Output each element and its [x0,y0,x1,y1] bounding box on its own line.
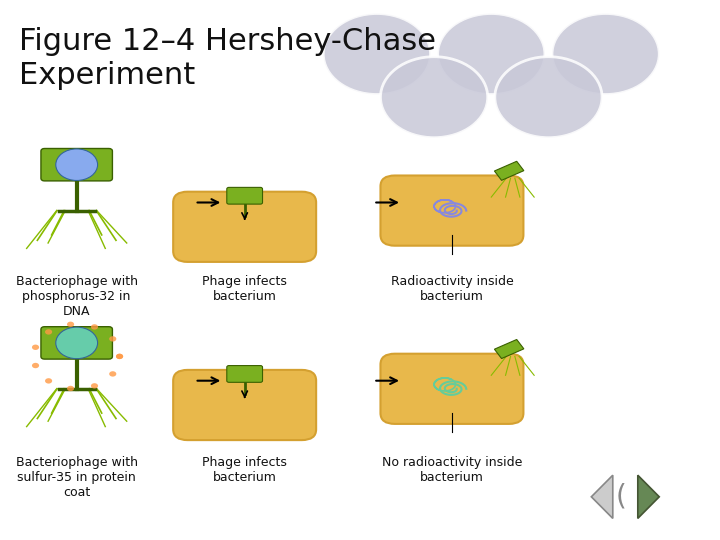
Circle shape [91,383,98,389]
Text: Radioactivity inside
bacterium: Radioactivity inside bacterium [390,275,513,303]
Text: (: ( [616,483,626,511]
Circle shape [32,345,39,350]
Text: Phage infects
bacterium: Phage infects bacterium [202,456,287,484]
Text: No radioactivity inside
bacterium: No radioactivity inside bacterium [382,456,522,484]
Circle shape [116,354,123,359]
Polygon shape [638,475,660,518]
Circle shape [109,336,117,342]
FancyBboxPatch shape [227,187,263,204]
Circle shape [45,329,52,335]
Circle shape [55,149,98,180]
Circle shape [438,14,545,94]
Circle shape [32,363,39,368]
Polygon shape [495,340,524,359]
Polygon shape [495,161,524,180]
FancyBboxPatch shape [174,370,316,440]
Circle shape [552,14,660,94]
FancyBboxPatch shape [380,354,523,424]
Circle shape [323,14,431,94]
FancyBboxPatch shape [41,327,112,359]
FancyBboxPatch shape [380,176,523,246]
Text: Bacteriophage with
sulfur-35 in protein
coat: Bacteriophage with sulfur-35 in protein … [16,456,138,500]
Text: Bacteriophage with
phosphorus-32 in
DNA: Bacteriophage with phosphorus-32 in DNA [16,275,138,319]
Circle shape [67,386,74,391]
Text: Phage infects
bacterium: Phage infects bacterium [202,275,287,303]
Circle shape [45,378,52,383]
Circle shape [91,324,98,329]
FancyBboxPatch shape [227,366,263,382]
Circle shape [67,322,74,327]
Circle shape [109,371,117,376]
Circle shape [495,57,602,138]
FancyBboxPatch shape [174,192,316,262]
Circle shape [116,354,123,359]
Polygon shape [591,475,613,518]
FancyBboxPatch shape [41,148,112,181]
Circle shape [380,57,487,138]
Text: Figure 12–4 Hershey-Chase
Experiment: Figure 12–4 Hershey-Chase Experiment [19,27,436,90]
Circle shape [55,327,98,359]
